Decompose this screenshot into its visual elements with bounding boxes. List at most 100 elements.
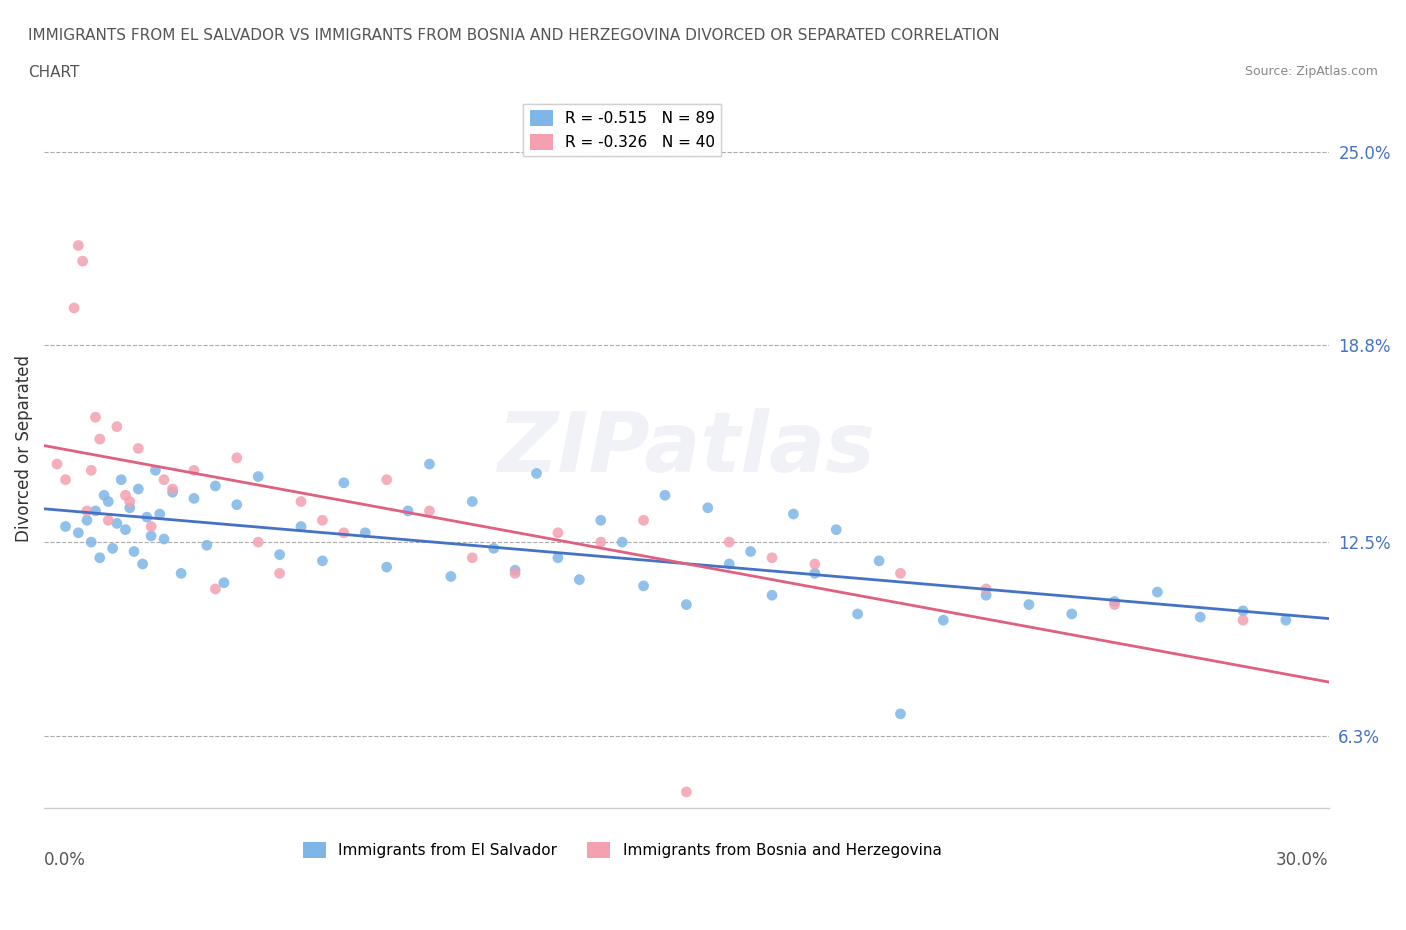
- Point: [204, 581, 226, 596]
- Text: CHART: CHART: [28, 65, 80, 80]
- Point: [1060, 606, 1083, 621]
- Point: [162, 485, 184, 499]
- Point: [418, 503, 440, 518]
- Point: [183, 463, 205, 478]
- Point: [825, 523, 848, 538]
- Point: [84, 503, 107, 518]
- Point: [718, 535, 741, 550]
- Point: [547, 551, 569, 565]
- Point: [589, 535, 612, 550]
- Point: [141, 528, 163, 543]
- Point: [589, 512, 612, 527]
- Point: [696, 500, 718, 515]
- Point: [55, 519, 77, 534]
- Point: [127, 441, 149, 456]
- Point: [269, 566, 291, 581]
- Point: [67, 238, 90, 253]
- Point: [333, 475, 356, 490]
- Point: [610, 535, 633, 550]
- Text: 0.0%: 0.0%: [44, 851, 86, 869]
- Legend: R = -0.515   N = 89, R = -0.326   N = 40: R = -0.515 N = 89, R = -0.326 N = 40: [523, 104, 721, 156]
- Point: [568, 572, 591, 587]
- Point: [149, 507, 172, 522]
- Point: [55, 472, 77, 487]
- Point: [1104, 594, 1126, 609]
- Point: [804, 566, 827, 581]
- Point: [1018, 597, 1040, 612]
- Point: [76, 503, 98, 518]
- Point: [114, 523, 136, 538]
- Text: 30.0%: 30.0%: [1277, 851, 1329, 869]
- Point: [141, 519, 163, 534]
- Point: [526, 466, 548, 481]
- Point: [170, 566, 193, 581]
- Point: [46, 457, 69, 472]
- Point: [311, 553, 333, 568]
- Point: [354, 525, 377, 540]
- Point: [396, 503, 419, 518]
- Point: [761, 551, 783, 565]
- Point: [67, 525, 90, 540]
- Point: [1146, 585, 1168, 600]
- Point: [1189, 610, 1212, 625]
- Point: [247, 469, 270, 484]
- Point: [1232, 604, 1254, 618]
- Point: [1275, 613, 1298, 628]
- Point: [654, 488, 676, 503]
- Point: [212, 576, 235, 591]
- Point: [84, 410, 107, 425]
- Point: [225, 498, 247, 512]
- Point: [195, 538, 218, 552]
- Text: IMMIGRANTS FROM EL SALVADOR VS IMMIGRANTS FROM BOSNIA AND HERZEGOVINA DIVORCED O: IMMIGRANTS FROM EL SALVADOR VS IMMIGRANT…: [28, 28, 1000, 43]
- Point: [718, 556, 741, 571]
- Point: [503, 563, 526, 578]
- Point: [153, 532, 176, 547]
- Point: [135, 510, 157, 525]
- Point: [76, 512, 98, 527]
- Point: [633, 578, 655, 593]
- Text: Source: ZipAtlas.com: Source: ZipAtlas.com: [1244, 65, 1378, 78]
- Point: [145, 463, 167, 478]
- Point: [782, 507, 804, 522]
- Point: [974, 581, 997, 596]
- Point: [1104, 597, 1126, 612]
- Point: [114, 488, 136, 503]
- Point: [290, 519, 312, 534]
- Point: [675, 785, 697, 800]
- Point: [740, 544, 762, 559]
- Point: [97, 494, 120, 509]
- Point: [122, 544, 145, 559]
- Point: [105, 419, 128, 434]
- Point: [846, 606, 869, 621]
- Point: [889, 566, 911, 581]
- Point: [333, 525, 356, 540]
- Point: [80, 535, 103, 550]
- Point: [131, 556, 153, 571]
- Point: [889, 707, 911, 722]
- Point: [375, 472, 398, 487]
- Point: [633, 512, 655, 527]
- Point: [225, 450, 247, 465]
- Point: [247, 535, 270, 550]
- Point: [93, 488, 115, 503]
- Point: [675, 597, 697, 612]
- Point: [118, 500, 141, 515]
- Point: [97, 512, 120, 527]
- Point: [461, 494, 484, 509]
- Point: [63, 300, 86, 315]
- Point: [932, 613, 955, 628]
- Point: [482, 541, 505, 556]
- Point: [162, 482, 184, 497]
- Point: [183, 491, 205, 506]
- Point: [868, 553, 890, 568]
- Point: [375, 560, 398, 575]
- Point: [804, 556, 827, 571]
- Y-axis label: Divorced or Separated: Divorced or Separated: [15, 355, 32, 542]
- Point: [105, 516, 128, 531]
- Text: ZIPatlas: ZIPatlas: [498, 408, 876, 489]
- Point: [311, 512, 333, 527]
- Point: [547, 525, 569, 540]
- Point: [269, 547, 291, 562]
- Point: [89, 551, 111, 565]
- Point: [110, 472, 132, 487]
